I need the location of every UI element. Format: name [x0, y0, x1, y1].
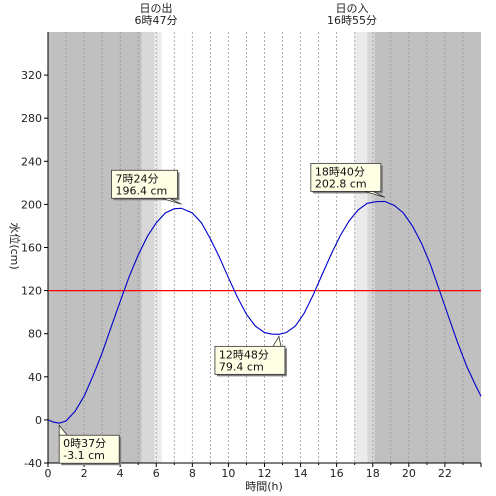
callout-value: 79.4 cm — [219, 360, 264, 373]
x-tick-label: 6 — [153, 467, 160, 480]
sun-labels: 日の出 6時47分 日の入 16時55分 — [135, 1, 378, 27]
x-tick-label: 0 — [45, 467, 52, 480]
y-tick-label: 0 — [35, 414, 42, 427]
y-tick-label: 320 — [21, 69, 42, 82]
y-axis-label: 水位(cm) — [8, 222, 22, 269]
y-tick-label: 240 — [21, 155, 42, 168]
shade-twilight — [367, 32, 375, 463]
x-tick-label: 8 — [189, 467, 196, 480]
shade-night — [48, 32, 142, 463]
y-tick-label: 200 — [21, 198, 42, 211]
callout-value: 202.8 cm — [315, 177, 367, 190]
y-tick-label: -40 — [24, 457, 42, 470]
x-tick-label: 22 — [438, 467, 452, 480]
daylight-shading — [48, 32, 481, 463]
sunset-time: 16時55分 — [327, 14, 377, 27]
y-tick-label: 80 — [28, 328, 42, 341]
callout-box — [58, 434, 120, 464]
callout-time: 12時48分 — [219, 348, 269, 361]
shade-dawn — [154, 32, 162, 463]
y-tick-label: 120 — [21, 285, 42, 298]
x-axis-label: 時間(h) — [245, 480, 283, 493]
x-tick-label: 20 — [402, 467, 416, 480]
x-tick-label: 10 — [221, 467, 235, 480]
x-tick-label: 2 — [81, 467, 88, 480]
sunrise-time: 6時47分 — [135, 14, 178, 27]
shade-night — [374, 32, 481, 463]
callout-value: -3.1 cm — [63, 449, 105, 462]
y-tick-label: 280 — [21, 112, 42, 125]
series-group — [47, 200, 482, 424]
callout-value: 196.4 cm — [116, 184, 168, 197]
callout-time: 7時24分 — [116, 172, 159, 185]
callout-box — [111, 169, 178, 199]
callout-time: 0時37分 — [63, 437, 106, 450]
x-tick-label: 12 — [258, 467, 272, 480]
callout-time: 18時40分 — [315, 165, 365, 178]
x-tick-label: 4 — [117, 467, 124, 480]
shade-twilight — [141, 32, 155, 463]
callout-box — [310, 162, 382, 192]
y-tick-label: 160 — [21, 242, 42, 255]
y-tick-label: 40 — [28, 371, 42, 384]
callout-box — [214, 345, 286, 375]
sunrise-label: 日の出 — [140, 1, 173, 15]
x-tick-label: 18 — [366, 467, 380, 480]
annotation-callout: 0時37分-3.1 cm — [58, 424, 122, 466]
sunset-label: 日の入 — [336, 2, 369, 15]
x-tick-label: 14 — [294, 467, 308, 480]
tide-line — [47, 200, 482, 424]
x-tick-label: 16 — [330, 467, 344, 480]
shade-dusk — [354, 32, 368, 463]
